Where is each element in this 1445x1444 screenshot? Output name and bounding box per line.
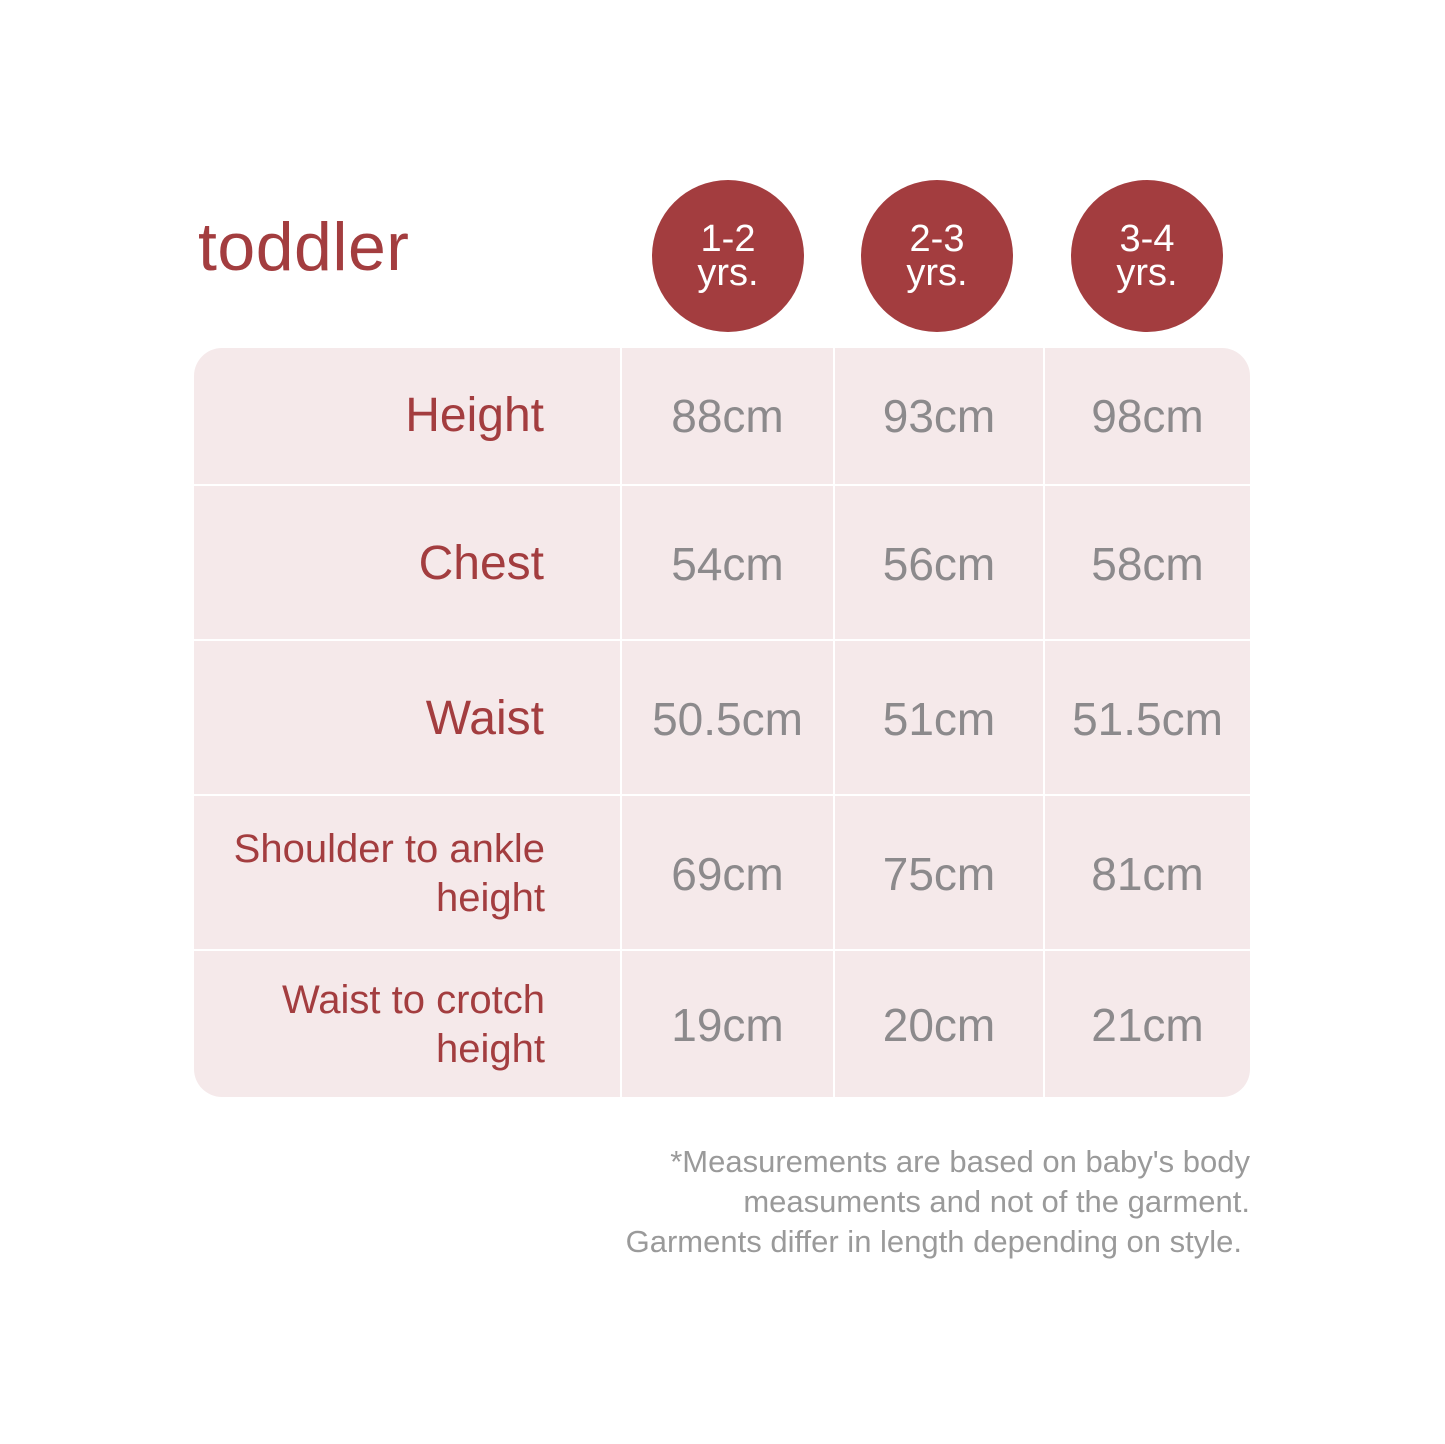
table-row-waist-to-crotch: Waist to crotch height 19cm 20cm 21cm <box>194 949 1250 1097</box>
size-badge-unit: yrs. <box>697 252 759 294</box>
size-badge-2-3: 2-3 yrs. <box>861 180 1013 332</box>
table-cell: 50.5cm <box>620 641 833 796</box>
table-cell: 51.5cm <box>1043 641 1250 796</box>
measurement-note: *Measurements are based on baby's body m… <box>626 1142 1250 1262</box>
note-line: *Measurements are based on baby's body <box>670 1144 1250 1179</box>
table-cell: 58cm <box>1043 486 1250 641</box>
row-label: Height <box>405 389 544 442</box>
table-cell: 19cm <box>620 951 833 1097</box>
row-label: Waist to crotch height <box>281 978 545 1071</box>
size-badge-age: 3-4 <box>1119 218 1175 260</box>
size-table: Height 88cm 93cm 98cm Chest 54cm 56cm 58… <box>194 348 1250 1097</box>
table-cell: 69cm <box>620 796 833 951</box>
table-cell: 54cm <box>620 486 833 641</box>
table-cell: 98cm <box>1043 348 1250 484</box>
size-badge-3-4: 3-4 yrs. <box>1071 180 1223 332</box>
row-label: Shoulder to ankle height <box>233 826 545 920</box>
table-row-waist: Waist 50.5cm 51cm 51.5cm <box>194 639 1250 796</box>
table-cell: 81cm <box>1043 796 1250 951</box>
size-badge-age: 2-3 <box>909 218 965 260</box>
table-cell: 51cm <box>833 641 1043 796</box>
size-badge-unit: yrs. <box>1116 252 1178 294</box>
table-row-shoulder-to-ankle: Shoulder to ankle height 69cm 75cm 81cm <box>194 794 1250 951</box>
table-cell: 88cm <box>620 348 833 484</box>
size-badge-1-2: 1-2 yrs. <box>652 180 804 332</box>
size-badge-age: 1-2 <box>700 218 756 260</box>
note-line: measuments and not of the garment. <box>743 1184 1250 1219</box>
row-label: Chest <box>418 536 544 590</box>
row-label: Waist <box>425 691 544 745</box>
table-cell: 93cm <box>833 348 1043 484</box>
table-cell: 20cm <box>833 951 1043 1097</box>
note-line: Garments differ in length depending on s… <box>625 1224 1242 1259</box>
size-badge-unit: yrs. <box>906 252 968 294</box>
table-cell: 56cm <box>833 486 1043 641</box>
table-cell: 75cm <box>833 796 1043 951</box>
table-row-chest: Chest 54cm 56cm 58cm <box>194 484 1250 641</box>
table-cell: 21cm <box>1043 951 1250 1097</box>
table-row-height: Height 88cm 93cm 98cm <box>194 348 1250 484</box>
page-title: toddler <box>198 209 410 285</box>
